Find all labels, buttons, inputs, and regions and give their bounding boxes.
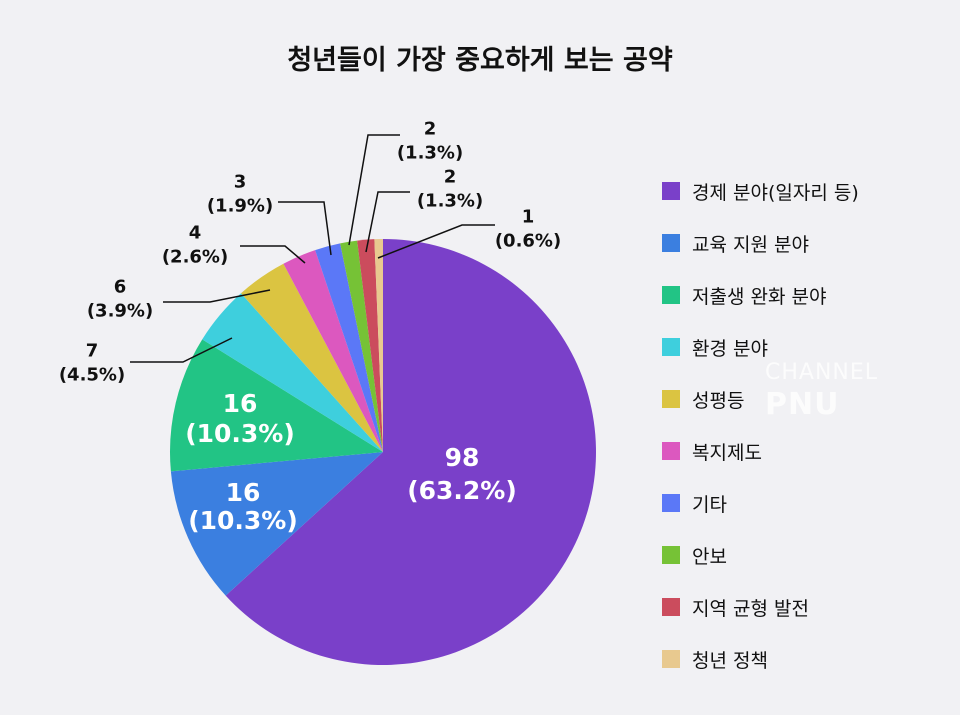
legend-swatch: [662, 598, 680, 616]
watermark-text-small: CHANNEL: [765, 360, 879, 385]
legend-item: 기타: [662, 477, 859, 529]
legend-label: 청년 정책: [692, 649, 768, 672]
legend-item: 지역 균형 발전: [662, 581, 859, 633]
legend-item: 복지제도: [662, 425, 859, 477]
legend-item: 저출생 완화 분야: [662, 269, 859, 321]
watermark-logo: CHANNEL PNU: [765, 352, 960, 422]
legend-swatch: [662, 286, 680, 304]
pie-slice: [241, 263, 383, 452]
data-label-value: 16: [226, 478, 261, 507]
pie-slice: [283, 250, 383, 452]
leader-line: [365, 191, 410, 253]
legend-label: 저출생 완화 분야: [692, 285, 827, 308]
legend-item: 성평등: [662, 373, 859, 425]
data-label-percent: (10.3%): [185, 419, 295, 448]
data-label-percent: (63.2%): [407, 476, 517, 505]
data-label-percent: (0.6%): [495, 230, 561, 251]
data-label-percent: (1.9%): [207, 195, 273, 216]
pie-slice: [170, 339, 383, 472]
data-label-percent: (1.3%): [417, 190, 483, 211]
data-label-value: 2: [424, 118, 437, 139]
leader-line: [130, 337, 233, 363]
legend-label: 환경 분야: [692, 337, 768, 360]
data-label-percent: (3.9%): [87, 300, 153, 321]
legend-label: 지역 균형 발전: [692, 597, 809, 620]
legend-item: 환경 분야: [662, 321, 859, 373]
legend-label: 기타: [692, 493, 727, 516]
legend-label: 경제 분야(일자리 등): [692, 181, 859, 204]
data-label-percent: (1.3%): [397, 142, 463, 163]
pie-slice: [340, 240, 383, 452]
legend-item: 안보: [662, 529, 859, 581]
legend-item: 경제 분야(일자리 등): [662, 165, 859, 217]
data-label-value: 3: [234, 171, 247, 192]
legend-swatch: [662, 338, 680, 356]
legend-swatch: [662, 442, 680, 460]
data-label-value: 16: [223, 389, 258, 418]
legend-label: 교육 지원 분야: [692, 233, 809, 256]
legend-label: 성평등: [692, 389, 745, 412]
legend-swatch: [662, 234, 680, 252]
data-label-value: 2: [444, 166, 457, 187]
legend-label: 복지제도: [692, 441, 762, 464]
data-label-value: 4: [189, 222, 202, 243]
data-label-percent: (4.5%): [59, 364, 125, 385]
data-label-percent: (10.3%): [188, 506, 298, 535]
legend-swatch: [662, 546, 680, 564]
legend-item: 청년 정책: [662, 633, 859, 685]
data-label-value: 7: [86, 340, 99, 361]
legend-swatch: [662, 182, 680, 200]
leader-line: [163, 289, 271, 303]
leader-line: [240, 245, 306, 264]
chart-title: 청년들이 가장 중요하게 보는 공약: [287, 45, 673, 76]
data-label-value: 98: [445, 443, 480, 472]
legend-swatch: [662, 390, 680, 408]
legend-label: 안보: [692, 545, 727, 568]
legend-item: 교육 지원 분야: [662, 217, 859, 269]
leader-line: [377, 224, 495, 259]
leader-line: [278, 201, 332, 256]
pie-slice: [170, 452, 383, 596]
pie-slice: [202, 293, 383, 452]
data-label-value: 6: [114, 276, 127, 297]
pie-slice: [315, 243, 383, 452]
data-label-percent: (2.6%): [162, 246, 228, 267]
pie-slice: [374, 239, 383, 452]
legend-swatch: [662, 650, 680, 668]
watermark-text-large: PNU: [765, 387, 840, 422]
pie-slice: [225, 239, 596, 665]
leader-line: [348, 134, 400, 246]
legend-swatch: [662, 494, 680, 512]
data-label-value: 1: [522, 206, 535, 227]
pie-slice: [357, 239, 383, 452]
